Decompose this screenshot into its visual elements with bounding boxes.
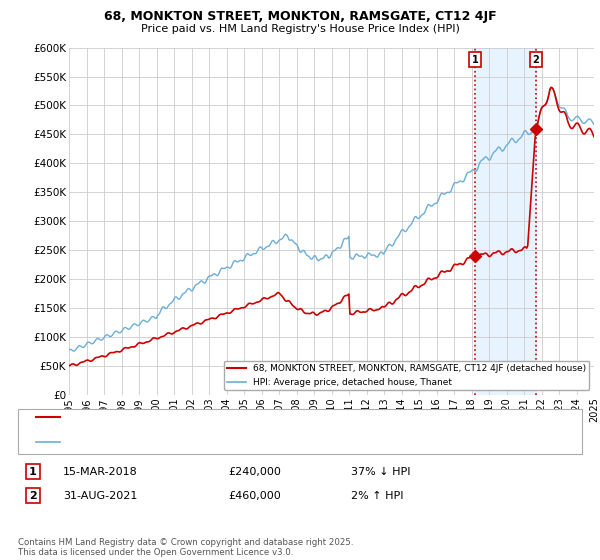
Text: 68, MONKTON STREET, MONKTON, RAMSGATE, CT12 4JF (detached house): 68, MONKTON STREET, MONKTON, RAMSGATE, C… xyxy=(69,413,419,422)
Text: Price paid vs. HM Land Registry's House Price Index (HPI): Price paid vs. HM Land Registry's House … xyxy=(140,24,460,34)
Text: 37% ↓ HPI: 37% ↓ HPI xyxy=(351,466,410,477)
Text: 2: 2 xyxy=(532,54,539,64)
Text: 68, MONKTON STREET, MONKTON, RAMSGATE, CT12 4JF: 68, MONKTON STREET, MONKTON, RAMSGATE, C… xyxy=(104,10,496,23)
Text: 15-MAR-2018: 15-MAR-2018 xyxy=(63,466,138,477)
Text: £460,000: £460,000 xyxy=(228,491,281,501)
Text: £240,000: £240,000 xyxy=(228,466,281,477)
Text: 2% ↑ HPI: 2% ↑ HPI xyxy=(351,491,404,501)
Text: 1: 1 xyxy=(472,54,478,64)
Legend: 68, MONKTON STREET, MONKTON, RAMSGATE, CT12 4JF (detached house), HPI: Average p: 68, MONKTON STREET, MONKTON, RAMSGATE, C… xyxy=(224,361,589,390)
Text: 2: 2 xyxy=(29,491,37,501)
Bar xyxy=(475,48,536,395)
Text: HPI: Average price, detached house, Thanet: HPI: Average price, detached house, Than… xyxy=(69,438,278,447)
Text: Contains HM Land Registry data © Crown copyright and database right 2025.
This d: Contains HM Land Registry data © Crown c… xyxy=(18,538,353,557)
Text: 31-AUG-2021: 31-AUG-2021 xyxy=(63,491,137,501)
Text: 1: 1 xyxy=(29,466,37,477)
